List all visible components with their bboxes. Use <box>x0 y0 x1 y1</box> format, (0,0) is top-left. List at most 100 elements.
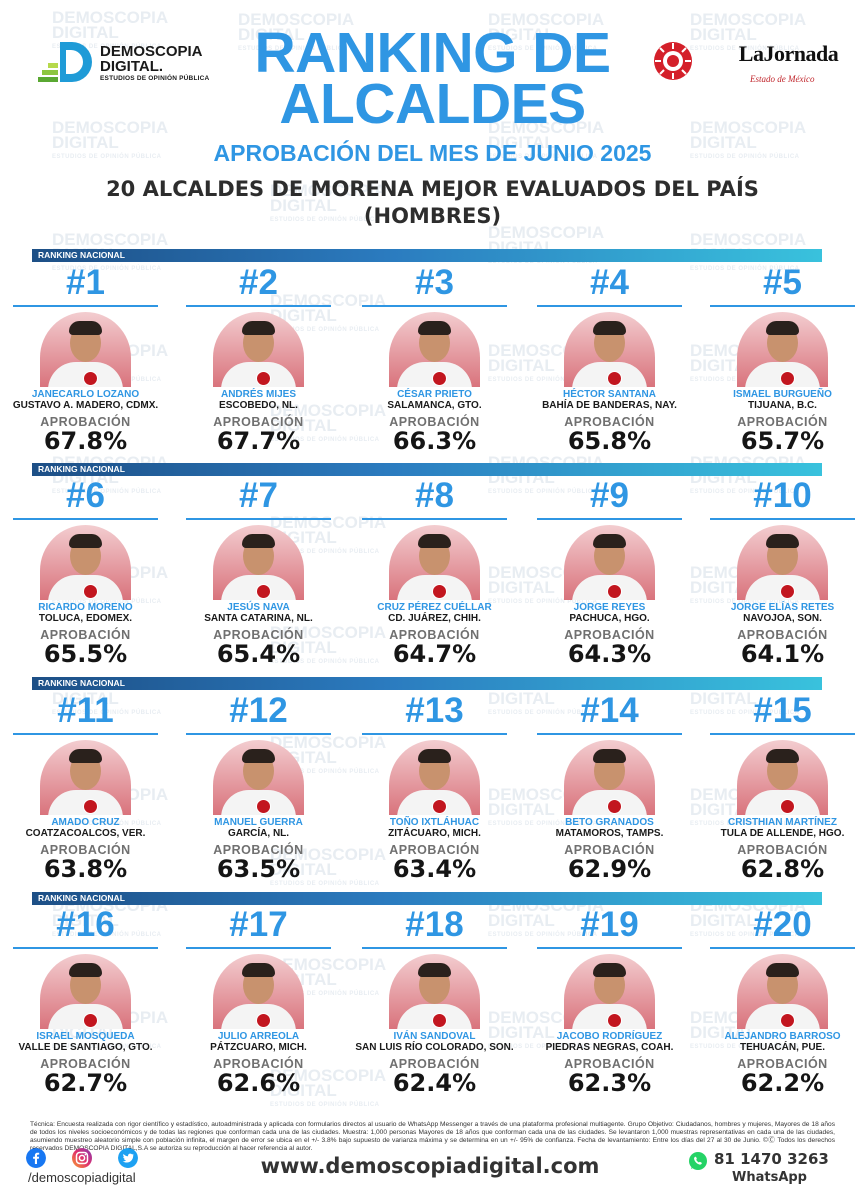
mayor-name: RICARDO MORENO <box>38 602 133 613</box>
approval-value: 67.8% <box>43 427 128 455</box>
watermark-line2: DIGITAL <box>270 860 337 879</box>
photo-pin <box>607 799 622 814</box>
watermark-line2: DIGITAL <box>488 356 555 375</box>
whatsapp-icon[interactable] <box>688 1151 708 1171</box>
rank-number: #19 <box>580 905 639 944</box>
social-handle[interactable]: /demoscopiadigital <box>28 1170 136 1185</box>
photo-pin <box>780 584 795 599</box>
mayor-city: GUSTAVO A. MADERO, CDMX. <box>12 400 159 411</box>
photo-pin <box>83 1013 98 1028</box>
mayor-city: SANTA CATARINA, NL. <box>204 613 313 624</box>
approval-value: 64.1% <box>740 640 825 668</box>
rank-number: #9 <box>590 476 629 515</box>
twitter-icon[interactable] <box>118 1148 138 1168</box>
watermark-tagline: ESTUDIOS DE OPINIÓN PÚBLICA <box>270 327 380 333</box>
mayor-photo <box>737 954 828 1029</box>
approval-value: 65.8% <box>567 427 652 455</box>
mayor-name: JORGE ELÍAS RETES <box>730 602 835 613</box>
approval-value: 62.2% <box>740 1069 825 1097</box>
approval-label: APROBACIÓN <box>40 1057 131 1071</box>
rank-underline <box>362 733 507 735</box>
mayor-photo <box>564 740 655 815</box>
approval-value: 62.9% <box>567 855 652 883</box>
mayor-card: #14 BETO GRANADOS MATAMOROS, TAMPS. APROBAC… <box>527 691 692 889</box>
watermark-line1: DEMOSCOPIA <box>270 1066 387 1085</box>
photo-hair <box>418 963 451 977</box>
heading-line1: 20 ALCALDES DE MORENA MEJOR EVALUADOS DE… <box>106 177 759 201</box>
website-link[interactable]: www.demoscopiadigital.com <box>260 1154 600 1178</box>
approval-label: APROBACIÓN <box>40 843 131 857</box>
mayor-photo <box>389 312 480 387</box>
watermark-tagline: ESTUDIOS DE OPINIÓN PÚBLICA <box>270 659 380 665</box>
mayor-name: HÉCTOR SANTANA <box>563 389 656 400</box>
watermark-tagline: ESTUDIOS DE OPINIÓN PÚBLICA <box>488 46 598 52</box>
watermark-tagline: ESTUDIOS DE OPINIÓN PÚBLICA <box>690 821 800 827</box>
watermark-tagline: ESTUDIOS DE OPINIÓN PÚBLICA <box>488 489 598 495</box>
rank-number: #2 <box>239 263 278 302</box>
mayor-card: #20 ALEJANDRO BARROSO TEHUACÁN, PUE. APROBA… <box>700 907 865 1103</box>
sun-icon <box>654 42 692 80</box>
mayor-city: PÁTZCUARO, MICH. <box>210 1042 307 1053</box>
mayor-card: #4 HÉCTOR SANTANA BAHÍA DE BANDERAS, NAY. A… <box>527 265 692 461</box>
mayor-city: TEHUACÁN, PUE. <box>739 1042 825 1053</box>
watermark-tagline: ESTUDIOS DE OPINIÓN PÚBLICA <box>690 154 800 160</box>
watermark-line2: DIGITAL <box>488 689 555 708</box>
mayor-photo <box>389 954 480 1029</box>
rank-number: #5 <box>763 263 802 302</box>
approval-value: 65.7% <box>740 427 825 455</box>
mayor-name: MANUEL GUERRA <box>214 817 303 828</box>
approval-label: APROBACIÓN <box>564 843 655 857</box>
photo-hair <box>766 963 799 977</box>
watermark-tagline: ESTUDIOS DE OPINIÓN PÚBLICA <box>690 599 800 605</box>
phone-number[interactable]: 81 1470 3263 <box>714 1150 829 1168</box>
watermark-line2: DIGITAL <box>270 416 337 435</box>
rank-number: #7 <box>239 476 278 515</box>
rank-number: #1 <box>66 263 105 302</box>
title-line2: ALCALDES <box>279 72 586 136</box>
photo-pin <box>780 1013 795 1028</box>
rank-underline <box>362 518 507 520</box>
photo-hair <box>242 963 275 977</box>
mayor-city: COATZACOALCOS, VER. <box>25 828 146 839</box>
mayor-city: PIEDRAS NEGRAS, COAH. <box>545 1042 674 1053</box>
rank-underline <box>186 947 331 949</box>
mayor-name: JANECARLO LOZANO <box>31 389 140 400</box>
mayor-card: #9 JORGE REYES PACHUCA, HGO. APROBACIÓN 64.3… <box>527 476 692 674</box>
mayor-city: TULA DE ALLENDE, HGO. <box>720 828 845 839</box>
mayor-name: CÉSAR PRIETO <box>397 389 472 400</box>
watermark-tagline: ESTUDIOS DE OPINIÓN PÚBLICA <box>690 1044 800 1050</box>
watermark-line2: DIGITAL <box>270 196 337 215</box>
rank-underline <box>186 305 331 307</box>
rank-number: #14 <box>580 691 639 730</box>
mayor-name: JORGE REYES <box>573 602 646 613</box>
watermark-line2: DIGITAL <box>270 638 337 657</box>
mayor-name: AMADO CRUZ <box>51 817 120 828</box>
rank-underline <box>186 518 331 520</box>
watermark-line2: DIGITAL <box>690 25 757 44</box>
ranking-heading: 20 ALCALDES DE MORENA MEJOR EVALUADOS DE… <box>20 176 845 230</box>
instagram-icon[interactable] <box>72 1148 92 1168</box>
title-line1: RANKING DE <box>254 21 611 85</box>
page-title: RANKING DE ALCALDES <box>190 25 675 133</box>
watermark-tagline: ESTUDIOS DE OPINIÓN PÚBLICA <box>52 599 162 605</box>
rank-number: #3 <box>415 263 454 302</box>
approval-value: 63.4% <box>392 855 477 883</box>
facebook-icon[interactable] <box>26 1148 46 1168</box>
watermark-line2: DIGITAL <box>52 689 119 708</box>
mayor-card: #16 ISRAEL MOSQUEDA VALLE DE SANTIAGO, GTO… <box>3 907 168 1103</box>
rank-underline <box>710 518 855 520</box>
photo-hair <box>418 534 451 548</box>
mayor-photo <box>737 312 828 387</box>
mayor-photo <box>213 312 304 387</box>
approval-value: 65.5% <box>43 640 128 668</box>
ranking-band-label: RANKING NACIONAL <box>38 893 125 903</box>
rank-number: #8 <box>415 476 454 515</box>
mayor-name: CRISTHIAN MARTÍNEZ <box>728 817 837 828</box>
mayor-city: SALAMANCA, GTO. <box>387 400 482 411</box>
approval-value: 62.6% <box>216 1069 301 1097</box>
mayor-name: CRUZ PÉREZ CUÉLLAR <box>377 602 492 613</box>
mayor-photo <box>40 525 131 600</box>
photo-hair <box>69 321 102 335</box>
